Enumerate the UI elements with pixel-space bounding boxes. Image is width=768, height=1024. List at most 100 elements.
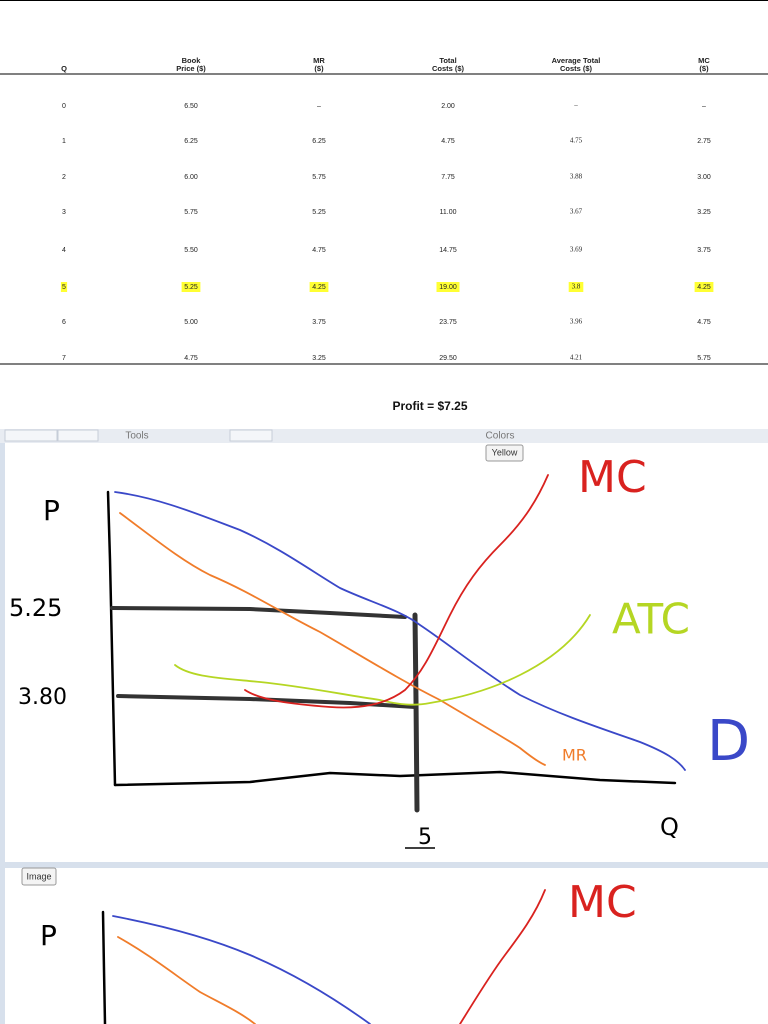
toolbar-button[interactable]: [4, 429, 58, 442]
cell-text: 3.25: [697, 209, 711, 216]
table-cell: 1: [62, 138, 66, 145]
table-cell: 4.21: [570, 354, 583, 362]
toolbar: [0, 429, 768, 443]
quantity-line: [412, 612, 420, 813]
table-cell: –: [702, 103, 706, 110]
tools-label: Tools: [125, 431, 148, 442]
table-cell: 0: [62, 103, 66, 110]
cell-text: 6.25: [312, 138, 326, 145]
price-line: [110, 606, 407, 619]
cell-text: 3.75: [697, 247, 711, 254]
cell-text: 6.25: [184, 138, 198, 145]
price-low-label: 3.80: [18, 685, 67, 710]
toolbar-button[interactable]: [57, 429, 99, 442]
cell-text: 5.00: [184, 319, 198, 326]
cell-text: 5: [62, 284, 66, 291]
table-cell: 5.00: [184, 319, 198, 326]
price-high-label: 5.25: [9, 594, 62, 622]
cell-text: 4.75: [570, 137, 583, 145]
table-cell: 5.75: [184, 209, 198, 216]
table-cell: 3: [62, 209, 66, 216]
separator: [0, 862, 768, 868]
y-axis: [106, 490, 117, 787]
table-cell: 4: [62, 247, 66, 254]
table-cell: 6.25: [312, 138, 326, 145]
cell-text: 3.67: [570, 208, 583, 216]
cell-text: 11.00: [440, 209, 457, 216]
table-cell: 2.00: [441, 103, 455, 110]
table-cell: 29.50: [439, 355, 457, 362]
mr-curve: [119, 512, 546, 766]
table-cell: 4.75: [697, 319, 711, 326]
table-cell: 4.25: [694, 282, 714, 292]
cell-text: 5.25: [184, 284, 198, 291]
cell-text: 4.25: [312, 284, 326, 291]
column-header: ($): [314, 64, 324, 73]
column-header: Book: [182, 56, 202, 65]
cell-text: 6.50: [184, 103, 198, 110]
cell-text: 7.75: [441, 174, 455, 181]
table-cell: 4.75: [312, 247, 326, 254]
mr-label: MR: [562, 746, 587, 765]
highlight: [694, 282, 714, 292]
toolbar-button[interactable]: [229, 429, 273, 442]
column-header: Costs ($): [432, 64, 465, 73]
demand-curve: [114, 491, 686, 771]
cell-text: 2.00: [441, 103, 455, 110]
y-axis: [101, 910, 107, 1024]
cell-text: 0: [62, 103, 66, 110]
table-cell: 3.88: [570, 173, 583, 181]
table-cell: 5.25: [181, 282, 201, 292]
table-cell: 3.67: [570, 208, 583, 216]
table-cell: 3.25: [312, 355, 326, 362]
column-header: Total: [439, 56, 456, 65]
table-cell: 4.75: [570, 137, 583, 145]
table-cell: 4.75: [441, 138, 455, 145]
demand-curve: [112, 915, 371, 1024]
table-cell: 3.96: [570, 318, 583, 326]
cell-text: 4.75: [312, 247, 326, 254]
mr-curve: [117, 936, 256, 1024]
cell-text: 3.25: [312, 355, 326, 362]
column-header: ($): [699, 64, 709, 73]
cell-text: 3.8: [572, 283, 581, 291]
cell-text: 4.25: [697, 284, 711, 291]
image-button[interactable]: [21, 867, 57, 886]
sketch-2: MC P: [40, 877, 637, 1024]
cell-text: 23.75: [439, 319, 457, 326]
cell-text: 4.75: [441, 138, 455, 145]
highlight: [60, 282, 68, 292]
table-cell: 3.75: [697, 247, 711, 254]
mc-curve: [244, 474, 549, 709]
colors-label: Colors: [486, 431, 515, 442]
table-cell: 5.75: [697, 355, 711, 362]
table-cell: 5.75: [312, 174, 326, 181]
p-label: P: [40, 919, 57, 952]
color-button[interactable]: [485, 444, 524, 462]
column-header: Costs ($): [560, 64, 593, 73]
cell-text: 5.75: [697, 355, 711, 362]
table-cell: 2: [62, 174, 66, 181]
table-cell: 7: [62, 355, 66, 362]
image-button-label: Image: [26, 871, 51, 881]
column-header: Average Total: [552, 56, 601, 65]
cell-text: 5.50: [184, 247, 198, 254]
atc-label: ATC: [612, 595, 690, 644]
table-cell: 6.00: [184, 174, 198, 181]
table-cell: 3.25: [697, 209, 711, 216]
table-cell: 6: [62, 319, 66, 326]
p-label: P: [43, 494, 60, 527]
column-header: MR: [313, 56, 325, 65]
profit: Profit = $7.25: [392, 399, 467, 413]
highlight: [568, 282, 584, 292]
column-header: Price ($): [176, 64, 206, 73]
cell-text: 5.25: [312, 209, 326, 216]
table-cell: 5.25: [312, 209, 326, 216]
color-button-label: Yellow: [492, 447, 518, 457]
table-cell: 6.25: [184, 138, 198, 145]
cell-text: 3.96: [570, 318, 583, 326]
cell-text: 3: [62, 209, 66, 216]
cell-text: 1: [62, 138, 66, 145]
highlight: [436, 282, 460, 292]
